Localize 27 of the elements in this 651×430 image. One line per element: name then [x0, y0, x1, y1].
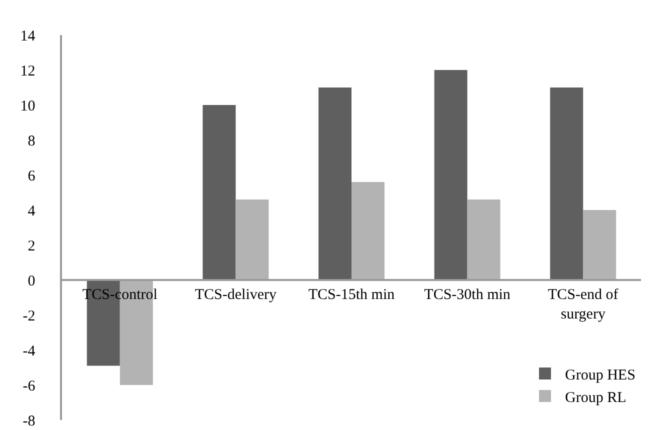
y-tick-label: -6 — [22, 378, 36, 394]
bar — [434, 70, 468, 280]
legend-label: Group HES — [565, 367, 636, 384]
bar — [236, 200, 269, 280]
x-tick-label: TCS-end of surgery — [548, 287, 618, 322]
x-tick-label: TCS-control — [82, 287, 158, 303]
x-tick-label: TCS-15th min — [308, 287, 396, 303]
x-tick-label: TCS-30th min — [424, 287, 511, 303]
y-tick-label: 8 — [28, 133, 36, 150]
bar — [318, 88, 352, 280]
bar — [550, 88, 584, 280]
y-tick-label: 12 — [20, 63, 36, 80]
y-tick-label: 10 — [20, 98, 36, 114]
x-tick-label: TCS-delivery — [194, 287, 278, 303]
y-tick-label: 4 — [28, 203, 36, 220]
y-tick-label: 0 — [28, 273, 36, 290]
bar — [583, 210, 616, 280]
y-tick-label: -4 — [22, 343, 36, 360]
y-tick-label: -2 — [22, 308, 36, 324]
bar — [202, 105, 236, 280]
y-tick-label: 6 — [28, 168, 36, 184]
legend-label: Group RL — [565, 390, 626, 406]
bar — [467, 200, 500, 280]
y-tick-label: 2 — [28, 238, 36, 254]
y-tick-label: 14 — [20, 28, 36, 44]
y-tick-label: -8 — [22, 413, 36, 430]
bar — [352, 182, 384, 280]
